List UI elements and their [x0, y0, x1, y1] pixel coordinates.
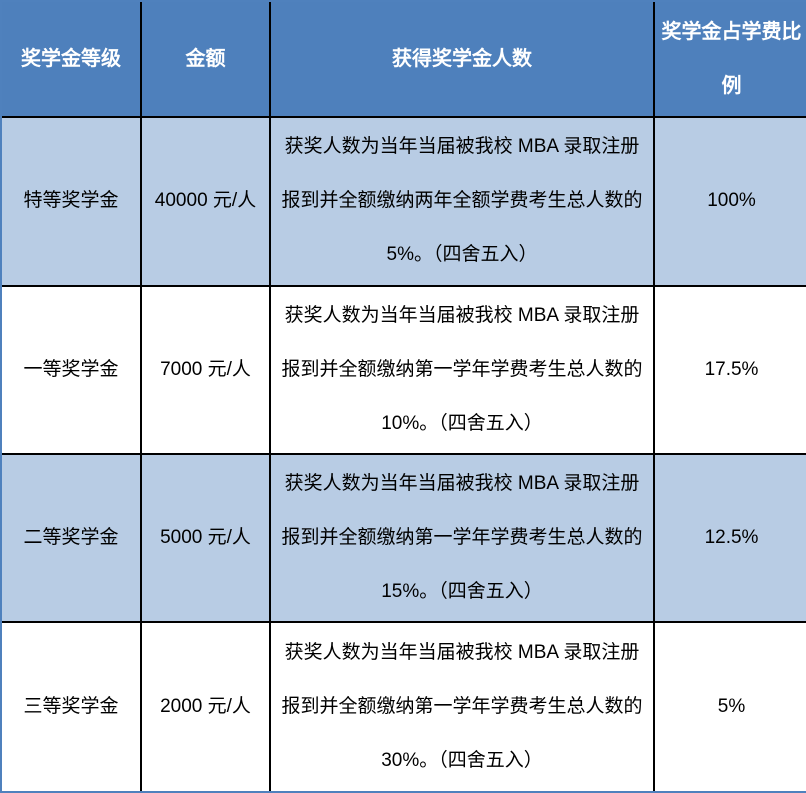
- table-row: 二等奖学金 5000 元/人 获奖人数为当年当届被我校 MBA 录取注册报到并全…: [2, 453, 806, 624]
- header-cell-level: 奖学金等级: [2, 2, 142, 119]
- cell-recipients: 获奖人数为当年当届被我校 MBA 录取注册报到并全额缴纳两年全额学费考生总人数的…: [270, 117, 655, 287]
- cell-ratio: 5%: [654, 622, 806, 791]
- cell-amount: 2000 元/人: [141, 622, 271, 791]
- cell-recipients: 获奖人数为当年当届被我校 MBA 录取注册报到并全额缴纳第一学年学费考生总人数的…: [270, 285, 655, 455]
- table-header-row: 奖学金等级 金额 获得奖学金人数 奖学金占学费比例: [2, 2, 806, 119]
- cell-ratio: 17.5%: [654, 285, 806, 455]
- cell-amount: 5000 元/人: [141, 453, 271, 624]
- header-cell-recipients: 获得奖学金人数: [270, 2, 655, 119]
- cell-amount: 7000 元/人: [141, 285, 271, 455]
- header-cell-amount: 金额: [141, 2, 271, 119]
- cell-amount: 40000 元/人: [141, 117, 271, 287]
- table-row: 一等奖学金 7000 元/人 获奖人数为当年当届被我校 MBA 录取注册报到并全…: [2, 285, 806, 455]
- cell-ratio: 100%: [654, 117, 806, 287]
- cell-recipients: 获奖人数为当年当届被我校 MBA 录取注册报到并全额缴纳第一学年学费考生总人数的…: [270, 453, 655, 624]
- table-row: 特等奖学金 40000 元/人 获奖人数为当年当届被我校 MBA 录取注册报到并…: [2, 117, 806, 287]
- table-row: 三等奖学金 2000 元/人 获奖人数为当年当届被我校 MBA 录取注册报到并全…: [2, 622, 806, 791]
- cell-level: 三等奖学金: [2, 622, 142, 791]
- header-cell-ratio: 奖学金占学费比例: [654, 2, 806, 119]
- cell-recipients: 获奖人数为当年当届被我校 MBA 录取注册报到并全额缴纳第一学年学费考生总人数的…: [270, 622, 655, 791]
- cell-level: 特等奖学金: [2, 117, 142, 287]
- cell-level: 二等奖学金: [2, 453, 142, 624]
- cell-ratio: 12.5%: [654, 453, 806, 624]
- cell-level: 一等奖学金: [2, 285, 142, 455]
